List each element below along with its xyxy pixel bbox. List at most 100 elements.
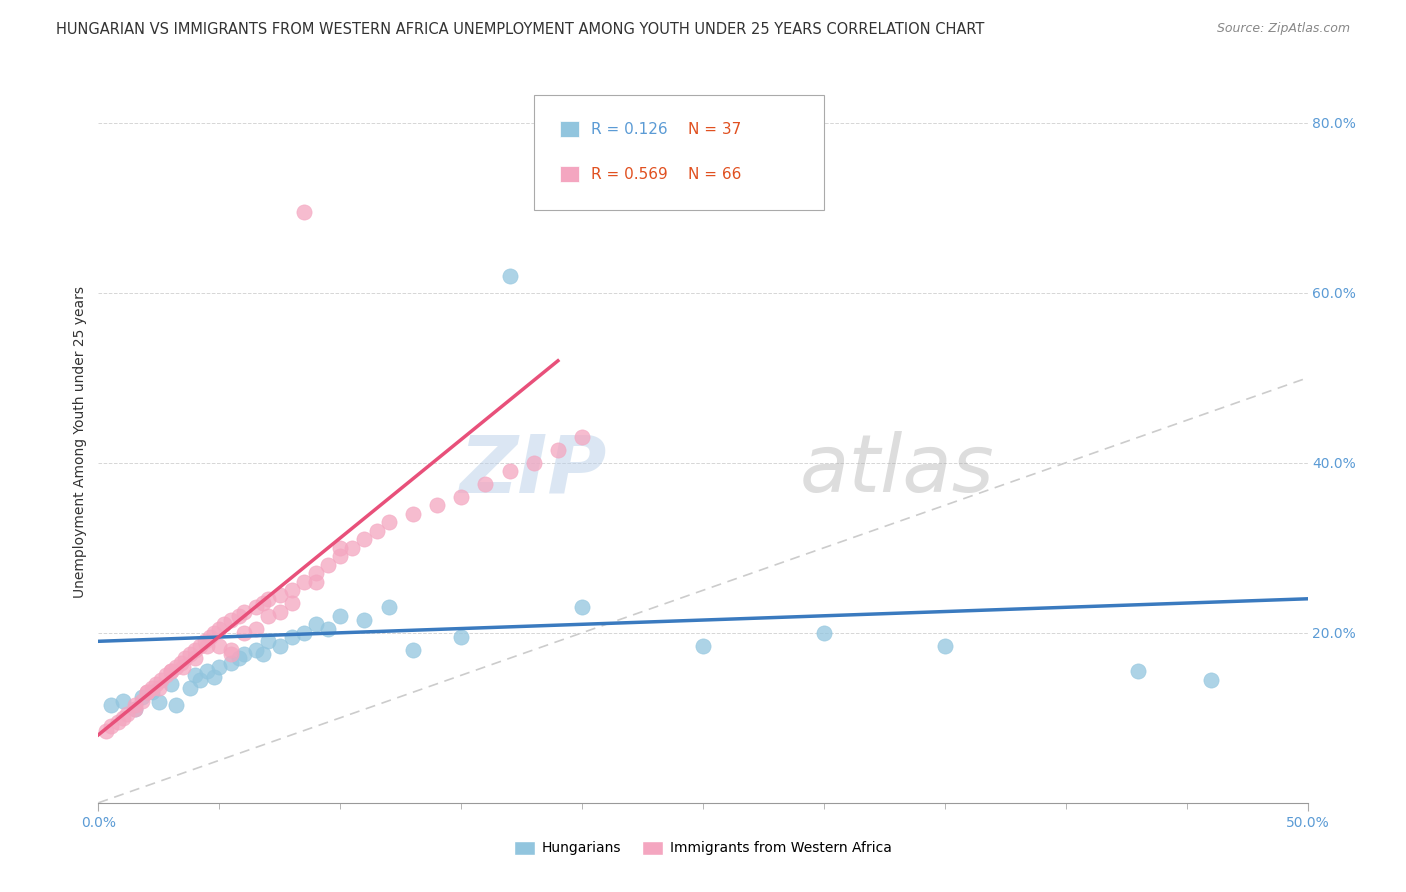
Point <box>221 613 243 627</box>
Point <box>228 608 250 623</box>
Text: atlas: atlas <box>800 432 994 509</box>
Point <box>281 583 304 598</box>
Point <box>256 591 278 606</box>
Point <box>221 642 243 657</box>
Point <box>208 660 231 674</box>
Point <box>198 630 221 644</box>
Point <box>934 639 956 653</box>
Point <box>1199 673 1222 687</box>
Point <box>450 630 472 644</box>
Point <box>245 600 267 615</box>
Point <box>141 681 163 695</box>
Point <box>124 702 146 716</box>
Point <box>160 664 183 678</box>
Point <box>141 685 163 699</box>
Point <box>305 574 328 589</box>
Text: HUNGARIAN VS IMMIGRANTS FROM WESTERN AFRICA UNEMPLOYMENT AMONG YOUTH UNDER 25 YE: HUNGARIAN VS IMMIGRANTS FROM WESTERN AFR… <box>56 22 984 37</box>
Point <box>329 608 352 623</box>
Point <box>353 613 375 627</box>
Point <box>124 702 146 716</box>
Point <box>256 634 278 648</box>
Point <box>281 596 304 610</box>
Point <box>94 723 117 738</box>
Text: R = 0.569: R = 0.569 <box>591 167 668 182</box>
Point <box>498 268 520 283</box>
Point <box>195 639 218 653</box>
Point <box>165 698 187 712</box>
Y-axis label: Unemployment Among Youth under 25 years: Unemployment Among Youth under 25 years <box>73 285 87 598</box>
Point <box>571 600 593 615</box>
Point <box>292 625 315 640</box>
FancyBboxPatch shape <box>561 166 579 182</box>
Point <box>269 588 291 602</box>
Point <box>179 647 201 661</box>
Point <box>165 660 187 674</box>
Point <box>245 642 267 657</box>
Point <box>111 694 134 708</box>
FancyBboxPatch shape <box>561 121 579 137</box>
Point <box>212 617 235 632</box>
Point <box>366 524 388 538</box>
Point <box>228 651 250 665</box>
Point <box>232 647 254 661</box>
Point <box>204 625 226 640</box>
Point <box>221 647 243 661</box>
Point <box>232 605 254 619</box>
Point <box>221 656 243 670</box>
Point <box>131 690 153 704</box>
Text: R = 0.126: R = 0.126 <box>591 122 668 136</box>
Point <box>474 477 496 491</box>
Point <box>245 622 267 636</box>
Point <box>498 464 520 478</box>
Point <box>208 622 231 636</box>
Point <box>232 625 254 640</box>
Point <box>148 696 170 710</box>
Point <box>342 541 364 555</box>
Point <box>292 205 315 219</box>
Point <box>150 673 173 687</box>
Point <box>269 605 291 619</box>
Point <box>160 677 183 691</box>
Point <box>292 574 315 589</box>
Point <box>402 642 425 657</box>
Point <box>204 670 226 684</box>
Point <box>172 660 194 674</box>
Point <box>188 673 211 687</box>
Legend: Hungarians, Immigrants from Western Africa: Hungarians, Immigrants from Western Afri… <box>509 835 897 861</box>
Point <box>329 549 352 564</box>
Point <box>571 430 593 444</box>
Point <box>135 685 157 699</box>
Point <box>329 541 352 555</box>
Point <box>107 714 129 729</box>
Point <box>316 558 339 572</box>
Point <box>426 498 449 512</box>
Point <box>256 608 278 623</box>
Text: Source: ZipAtlas.com: Source: ZipAtlas.com <box>1216 22 1350 36</box>
Point <box>377 600 399 615</box>
Point <box>208 639 231 653</box>
FancyBboxPatch shape <box>534 95 824 211</box>
Point <box>179 681 201 695</box>
Point <box>184 651 207 665</box>
Point <box>450 490 472 504</box>
Point <box>252 596 274 610</box>
Point <box>1128 664 1150 678</box>
Text: ZIP: ZIP <box>458 432 606 509</box>
Point <box>269 639 291 653</box>
Point <box>100 698 122 712</box>
Point <box>124 698 146 712</box>
Point <box>813 625 835 640</box>
Point <box>135 685 157 699</box>
Point <box>148 681 170 695</box>
Point <box>111 711 134 725</box>
Point <box>281 630 304 644</box>
Point <box>155 668 177 682</box>
Text: N = 66: N = 66 <box>688 167 741 182</box>
Point <box>305 566 328 581</box>
Point <box>160 664 183 678</box>
Point <box>184 642 207 657</box>
Point <box>188 639 211 653</box>
Point <box>402 507 425 521</box>
Point <box>169 656 191 670</box>
Point <box>377 516 399 530</box>
